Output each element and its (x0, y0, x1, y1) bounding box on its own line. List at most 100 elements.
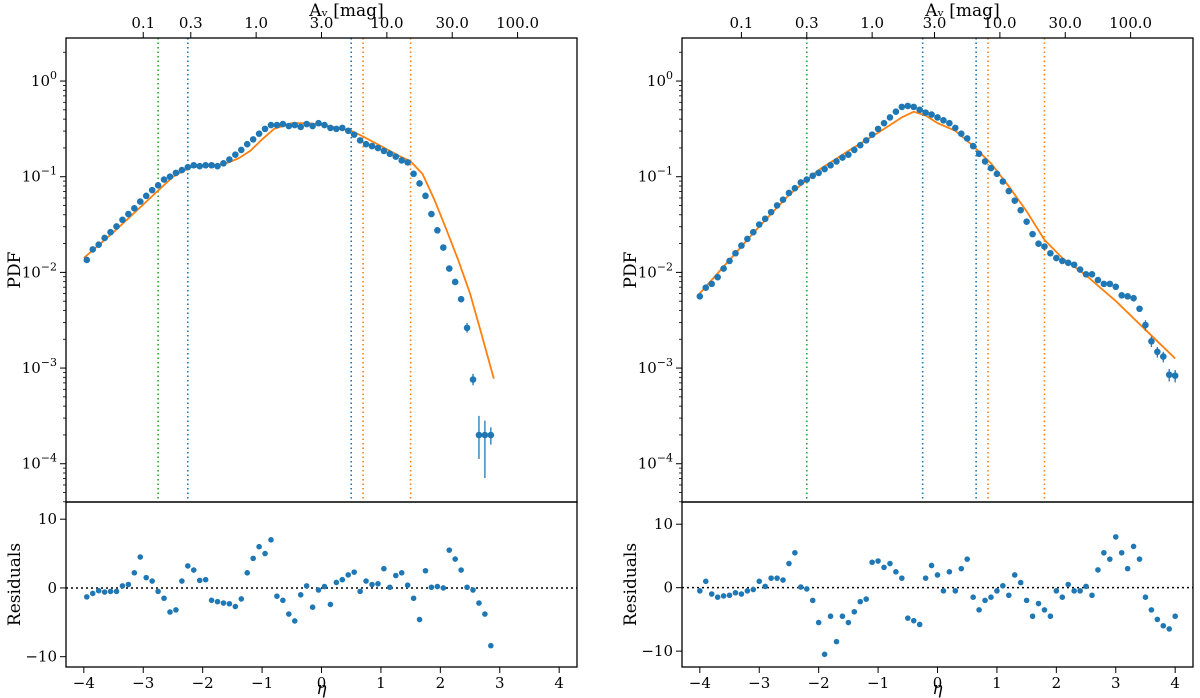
residual-point (107, 588, 114, 595)
data-point (827, 161, 834, 169)
residual-point (827, 613, 834, 620)
data-point (1058, 257, 1066, 265)
residual-point (268, 537, 274, 543)
data-point (1029, 230, 1036, 238)
data-point (356, 137, 364, 144)
data-point (190, 161, 198, 169)
x-axis-label: η (316, 679, 327, 698)
top-tick-label: 0.3 (179, 14, 203, 32)
data-point (1017, 206, 1024, 214)
x-tick-label: 2 (1052, 674, 1062, 692)
data-point (928, 111, 935, 118)
data-point (963, 135, 971, 142)
data-point (1047, 249, 1054, 257)
pdf-axes-frame (681, 37, 1194, 503)
x-tick-label: 1 (376, 674, 386, 692)
residual-point (1011, 572, 1018, 578)
residuals-axes-frame (65, 501, 578, 668)
residual-point (1130, 543, 1137, 550)
data-point (714, 273, 721, 281)
data-point (803, 176, 811, 183)
data-point (463, 324, 471, 332)
y-tick-label: −10 (25, 648, 57, 666)
data-point (344, 127, 352, 135)
residual-point (149, 578, 155, 584)
residual-point (297, 592, 304, 598)
data-point (1005, 187, 1013, 195)
residual-point (952, 588, 959, 594)
top-axis-label: Aᵥ [mag] (308, 1, 383, 21)
data-point (726, 257, 733, 265)
data-point (856, 141, 864, 149)
residual-point (762, 583, 768, 590)
residual-point (697, 588, 703, 594)
data-point (416, 180, 423, 187)
data-point (214, 162, 221, 170)
residual-point (1107, 556, 1113, 562)
residual-point (274, 593, 280, 599)
residual-point (756, 578, 763, 585)
y-tick-label: 10 (654, 515, 673, 533)
data-point (815, 169, 822, 177)
data-point (95, 241, 102, 248)
data-point (338, 124, 346, 132)
x-tick-label: −3 (748, 674, 770, 692)
data-point (333, 125, 340, 133)
top-tick-label: 1.0 (860, 14, 884, 32)
data-point (1041, 243, 1048, 250)
data-point (845, 151, 852, 159)
residual-point (470, 587, 476, 593)
data-point (208, 161, 215, 169)
data-point (285, 122, 293, 130)
y-tick-label: 10−4 (22, 452, 57, 473)
residual-point (1017, 579, 1024, 586)
residual-point (315, 587, 322, 593)
data-point (738, 242, 745, 249)
data-point (862, 137, 870, 144)
data-point (898, 103, 906, 111)
x-tick-label: 2 (436, 674, 446, 692)
data-point (779, 196, 787, 203)
residual-point (262, 550, 268, 557)
x-axis-label: η (932, 679, 943, 698)
residual-point (792, 549, 798, 556)
data-point (880, 119, 888, 127)
x-tick-label: 0 (317, 674, 327, 692)
residual-point (89, 590, 96, 597)
residual-point (232, 603, 239, 610)
residual-point (940, 588, 947, 594)
residual-point (488, 642, 494, 649)
residual-point (339, 576, 346, 583)
data-point (720, 265, 727, 272)
top-tick-label: 0.3 (795, 14, 819, 32)
residual-point (720, 593, 727, 599)
data-point (732, 249, 739, 257)
data-point (785, 189, 793, 197)
data-point (922, 109, 929, 116)
data-point (440, 244, 447, 251)
residual-point (863, 596, 869, 602)
residual-point (857, 598, 864, 605)
data-point (487, 431, 495, 439)
top-tick-label: 0.1 (131, 14, 155, 32)
data-point (362, 140, 370, 148)
residual-point (398, 570, 405, 576)
residual-point (1029, 613, 1036, 620)
data-point (755, 221, 763, 228)
residual-point (982, 597, 988, 604)
data-point (220, 160, 227, 167)
residual-point (208, 597, 215, 604)
residual-point (1059, 594, 1066, 600)
data-point (101, 234, 108, 242)
y-tick-label: 10−3 (638, 356, 673, 377)
x-tick-label: 4 (554, 674, 564, 692)
y-tick-label: 100 (31, 69, 57, 90)
residual-point (428, 584, 435, 591)
y-tick-label: 10−2 (22, 260, 57, 281)
x-tick-label: 0 (933, 674, 943, 692)
residual-point (970, 594, 976, 600)
data-point (83, 256, 91, 264)
residual-point (303, 583, 310, 589)
y-tick-label: 10−1 (22, 165, 57, 186)
